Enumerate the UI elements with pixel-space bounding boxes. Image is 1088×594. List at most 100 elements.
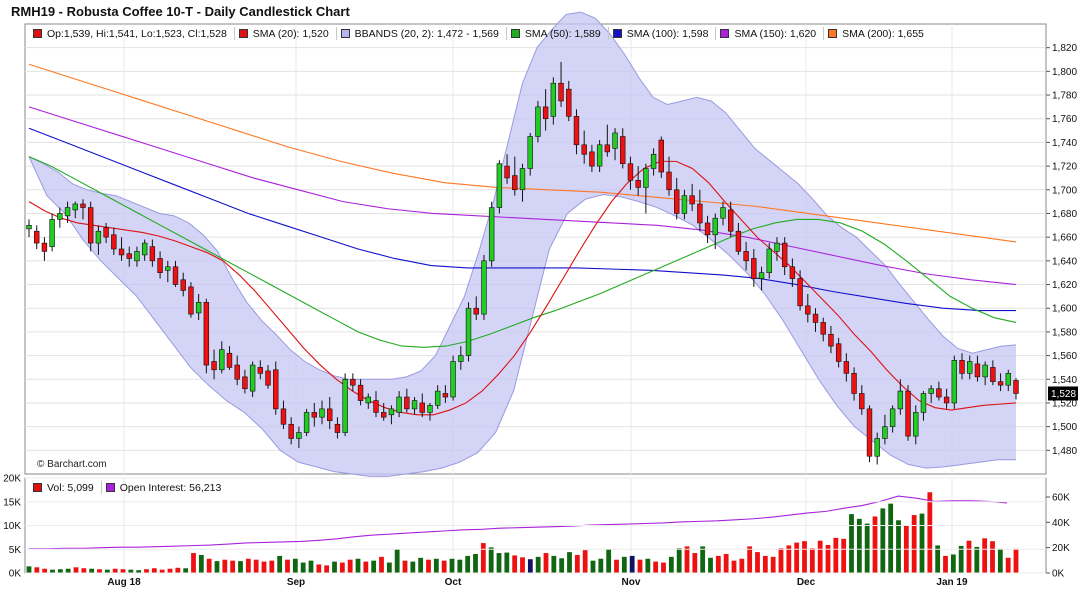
volume-bar xyxy=(292,558,298,573)
candle-body xyxy=(111,234,117,250)
volume-bar xyxy=(567,552,572,573)
bband-lower xyxy=(28,156,1016,477)
volume-bar xyxy=(943,555,948,573)
legend-sma50-label: SMA (50): 1,589 xyxy=(524,27,601,40)
volume-bar xyxy=(582,550,588,573)
candle-body xyxy=(273,369,279,410)
legend-sma150: SMA (150): 1,620 xyxy=(716,27,825,40)
legend-sma20: SMA (20): 1,520 xyxy=(235,27,337,40)
volume-bar xyxy=(332,561,337,573)
legend-volume-swatch xyxy=(33,483,42,492)
volume-bar xyxy=(269,560,275,573)
candle xyxy=(766,243,772,279)
candle xyxy=(874,432,880,465)
candle xyxy=(866,405,873,463)
candle xyxy=(427,402,433,421)
candle xyxy=(396,391,402,418)
price-axis: 1,480 1,500 1,520 1,540 1,560 1,580 1,600 1,620… xyxy=(1046,43,1078,457)
candle xyxy=(496,160,503,214)
legend-ohlc: Op:1,539, Hi:1,541, Lo:1,523, Cl:1,528 xyxy=(29,27,235,40)
legend-volume-label: Vol: 5,099 xyxy=(47,481,94,494)
volume-bar xyxy=(402,560,408,573)
volume-bar xyxy=(841,538,847,573)
candle xyxy=(319,400,325,425)
date-tick-label: Oct xyxy=(445,577,462,588)
volume-bar xyxy=(300,562,306,573)
watermark: © Barchart.com xyxy=(37,459,107,470)
volume-bar xyxy=(324,565,330,573)
candle xyxy=(465,302,472,362)
volume-bar xyxy=(896,520,901,573)
candle-body xyxy=(542,106,549,120)
candle xyxy=(188,282,194,318)
candle-body xyxy=(835,343,842,362)
candle-body xyxy=(997,381,1004,386)
candle xyxy=(26,219,32,238)
volume-bar xyxy=(277,555,283,573)
candle-body xyxy=(758,272,765,279)
volume-bar xyxy=(449,558,455,573)
price-tick-label: 1,780 xyxy=(1052,91,1077,102)
candle-body xyxy=(396,396,402,413)
candle-body xyxy=(674,189,680,214)
open-interest-line-path xyxy=(29,495,1008,550)
candle-body xyxy=(41,242,48,252)
volume-bar xyxy=(543,553,549,573)
candle xyxy=(527,132,533,176)
volume-bar xyxy=(347,559,353,573)
candle-body xyxy=(789,266,796,279)
candle-body xyxy=(465,307,472,356)
volume-bar xyxy=(535,556,541,573)
candle-body xyxy=(404,396,410,410)
legend-sma150-swatch xyxy=(720,29,730,38)
legend-sma100: SMA (100): 1,598 xyxy=(609,27,717,40)
legend-sma50: SMA (50): 1,589 xyxy=(507,27,609,40)
candle-body xyxy=(990,367,996,382)
candle xyxy=(141,239,148,261)
candle-body xyxy=(427,405,433,413)
candle xyxy=(805,294,811,323)
candle-body xyxy=(905,390,911,437)
candle-body xyxy=(558,82,564,102)
volume-bar xyxy=(739,558,745,573)
candle-body xyxy=(643,168,649,188)
candle-body xyxy=(951,360,958,404)
price-tick-label: 1,580 xyxy=(1052,327,1077,338)
volume-bar xyxy=(661,562,666,573)
volume-bar xyxy=(708,557,713,573)
legend-sma50-swatch xyxy=(510,29,520,38)
candle-body xyxy=(550,82,557,117)
candle-body xyxy=(303,412,310,433)
candle xyxy=(265,365,271,389)
volume-bar xyxy=(747,546,753,573)
candle xyxy=(882,414,888,445)
candle-body xyxy=(774,242,780,252)
price-tick-label: 1,480 xyxy=(1052,446,1077,457)
candle-body xyxy=(57,213,63,220)
candle xyxy=(959,353,965,380)
volume-bar xyxy=(849,514,854,573)
candle xyxy=(234,355,240,386)
candle-body xyxy=(843,361,850,374)
volume-bar xyxy=(222,559,228,573)
oi-tick-label: 60K xyxy=(1052,493,1070,504)
candle xyxy=(57,207,63,228)
price-tick-label: 1,660 xyxy=(1052,233,1077,244)
candle-body xyxy=(812,313,819,323)
volume-bar xyxy=(911,515,917,573)
candle-body xyxy=(504,165,510,179)
candle-body xyxy=(188,286,194,315)
volume-bar xyxy=(57,569,63,573)
price-tick-label: 1,820 xyxy=(1052,43,1077,54)
legend-bbands-swatch xyxy=(340,29,350,38)
volume-bar xyxy=(104,569,110,573)
volume-bar xyxy=(700,546,706,573)
volume-bar xyxy=(512,555,518,573)
volume-bar xyxy=(214,561,220,573)
volume-bar xyxy=(950,554,956,573)
candle xyxy=(720,201,726,226)
sma50-line xyxy=(28,156,1017,348)
volume-bar xyxy=(371,560,377,573)
volume-bar xyxy=(457,559,463,573)
candle-body xyxy=(342,378,348,433)
